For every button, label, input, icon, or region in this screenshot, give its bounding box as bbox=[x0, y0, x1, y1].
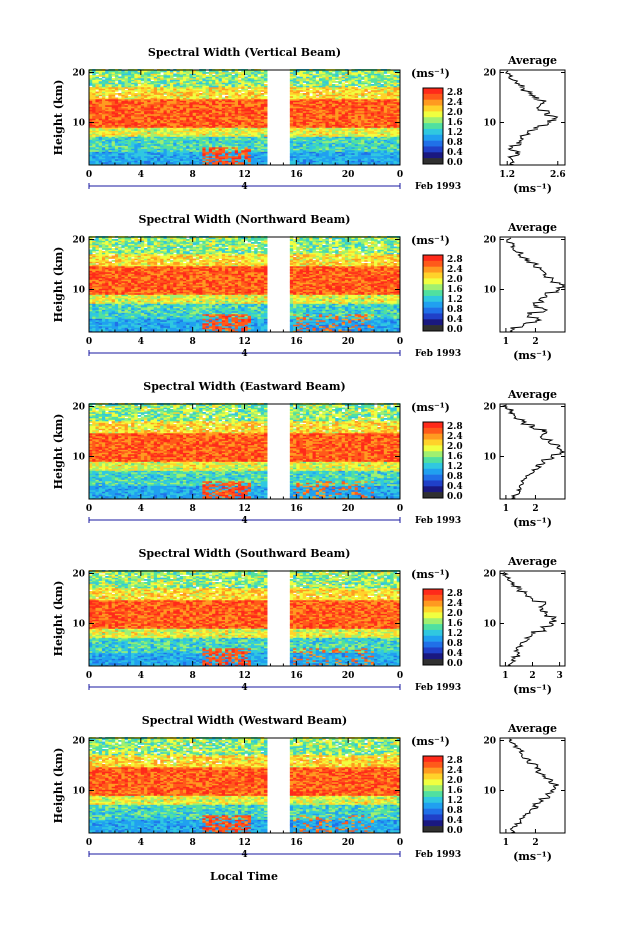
heatmap-cell bbox=[121, 71, 125, 73]
heatmap-cell bbox=[228, 72, 232, 74]
heatmap-cell bbox=[118, 98, 122, 100]
heatmap-cell bbox=[173, 78, 177, 80]
heatmap-cell bbox=[193, 71, 197, 73]
heatmap-cell bbox=[99, 78, 103, 80]
panel-title: Spectral Width (Vertical Beam) bbox=[148, 46, 341, 59]
heatmap-cell bbox=[212, 75, 216, 77]
heatmap-cell bbox=[118, 93, 122, 95]
heatmap-cell bbox=[105, 98, 109, 100]
heatmap-cell bbox=[206, 75, 210, 77]
heatmap-cell bbox=[95, 92, 99, 94]
heatmap-cell bbox=[89, 75, 93, 77]
heatmap-cell bbox=[241, 93, 245, 95]
heatmap-cell bbox=[118, 77, 122, 79]
heatmap-cell bbox=[232, 75, 236, 77]
heatmap-cell bbox=[115, 98, 119, 100]
heatmap-cell bbox=[173, 74, 177, 76]
heatmap-cell bbox=[102, 80, 106, 82]
heatmap-cell bbox=[238, 90, 242, 92]
heatmap-cell bbox=[134, 93, 138, 95]
heatmap-cell bbox=[196, 71, 200, 73]
heatmap-cell bbox=[206, 72, 210, 74]
heatmap-cell bbox=[105, 71, 109, 73]
heatmap-cell bbox=[164, 96, 168, 98]
heatmap-cell bbox=[238, 95, 242, 97]
heatmap-cell bbox=[125, 71, 129, 73]
heatmap-cell bbox=[138, 86, 142, 88]
panel-1: Spectral Width (Vertical Beam)1020Height… bbox=[52, 46, 566, 195]
heatmap-cell bbox=[154, 71, 158, 73]
heatmap-cell bbox=[112, 78, 116, 80]
heatmap-cell bbox=[160, 86, 164, 88]
heatmap-cell bbox=[151, 81, 155, 83]
heatmap-cell bbox=[128, 96, 132, 98]
heatmap-cell bbox=[238, 80, 242, 82]
heatmap-cell bbox=[141, 83, 145, 85]
heatmap-cell bbox=[238, 72, 242, 74]
heatmap-cell bbox=[222, 98, 226, 100]
heatmap-cell bbox=[215, 98, 219, 100]
heatmap-cell bbox=[160, 75, 164, 77]
heatmap-cell bbox=[225, 96, 229, 98]
heatmap-cell bbox=[89, 87, 93, 89]
heatmap-cell bbox=[115, 93, 119, 95]
heatmap-cell bbox=[95, 75, 99, 77]
heatmap-cell bbox=[199, 93, 203, 95]
heatmap-cell bbox=[99, 98, 103, 100]
heatmap-cells bbox=[89, 69, 400, 165]
heatmap-cell bbox=[170, 71, 174, 73]
heatmap-cell bbox=[115, 83, 119, 85]
heatmap-cell bbox=[125, 90, 129, 92]
